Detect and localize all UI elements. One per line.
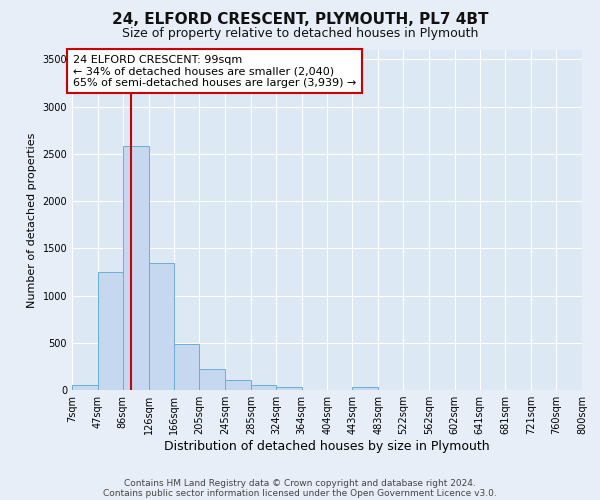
Bar [174, 344, 199, 390]
Bar [251, 386, 276, 390]
Text: Contains public sector information licensed under the Open Government Licence v3: Contains public sector information licen… [103, 488, 497, 498]
Bar [72, 386, 98, 390]
Bar [123, 146, 149, 390]
Bar [276, 387, 302, 390]
Bar [149, 264, 174, 390]
Bar [199, 369, 225, 390]
Bar [98, 272, 123, 390]
Text: Contains HM Land Registry data © Crown copyright and database right 2024.: Contains HM Land Registry data © Crown c… [124, 478, 476, 488]
X-axis label: Distribution of detached houses by size in Plymouth: Distribution of detached houses by size … [164, 440, 490, 453]
Bar [225, 380, 251, 390]
Y-axis label: Number of detached properties: Number of detached properties [27, 132, 37, 308]
Bar [352, 387, 378, 390]
Text: Size of property relative to detached houses in Plymouth: Size of property relative to detached ho… [122, 28, 478, 40]
Text: 24 ELFORD CRESCENT: 99sqm
← 34% of detached houses are smaller (2,040)
65% of se: 24 ELFORD CRESCENT: 99sqm ← 34% of detac… [73, 54, 356, 88]
Text: 24, ELFORD CRESCENT, PLYMOUTH, PL7 4BT: 24, ELFORD CRESCENT, PLYMOUTH, PL7 4BT [112, 12, 488, 28]
